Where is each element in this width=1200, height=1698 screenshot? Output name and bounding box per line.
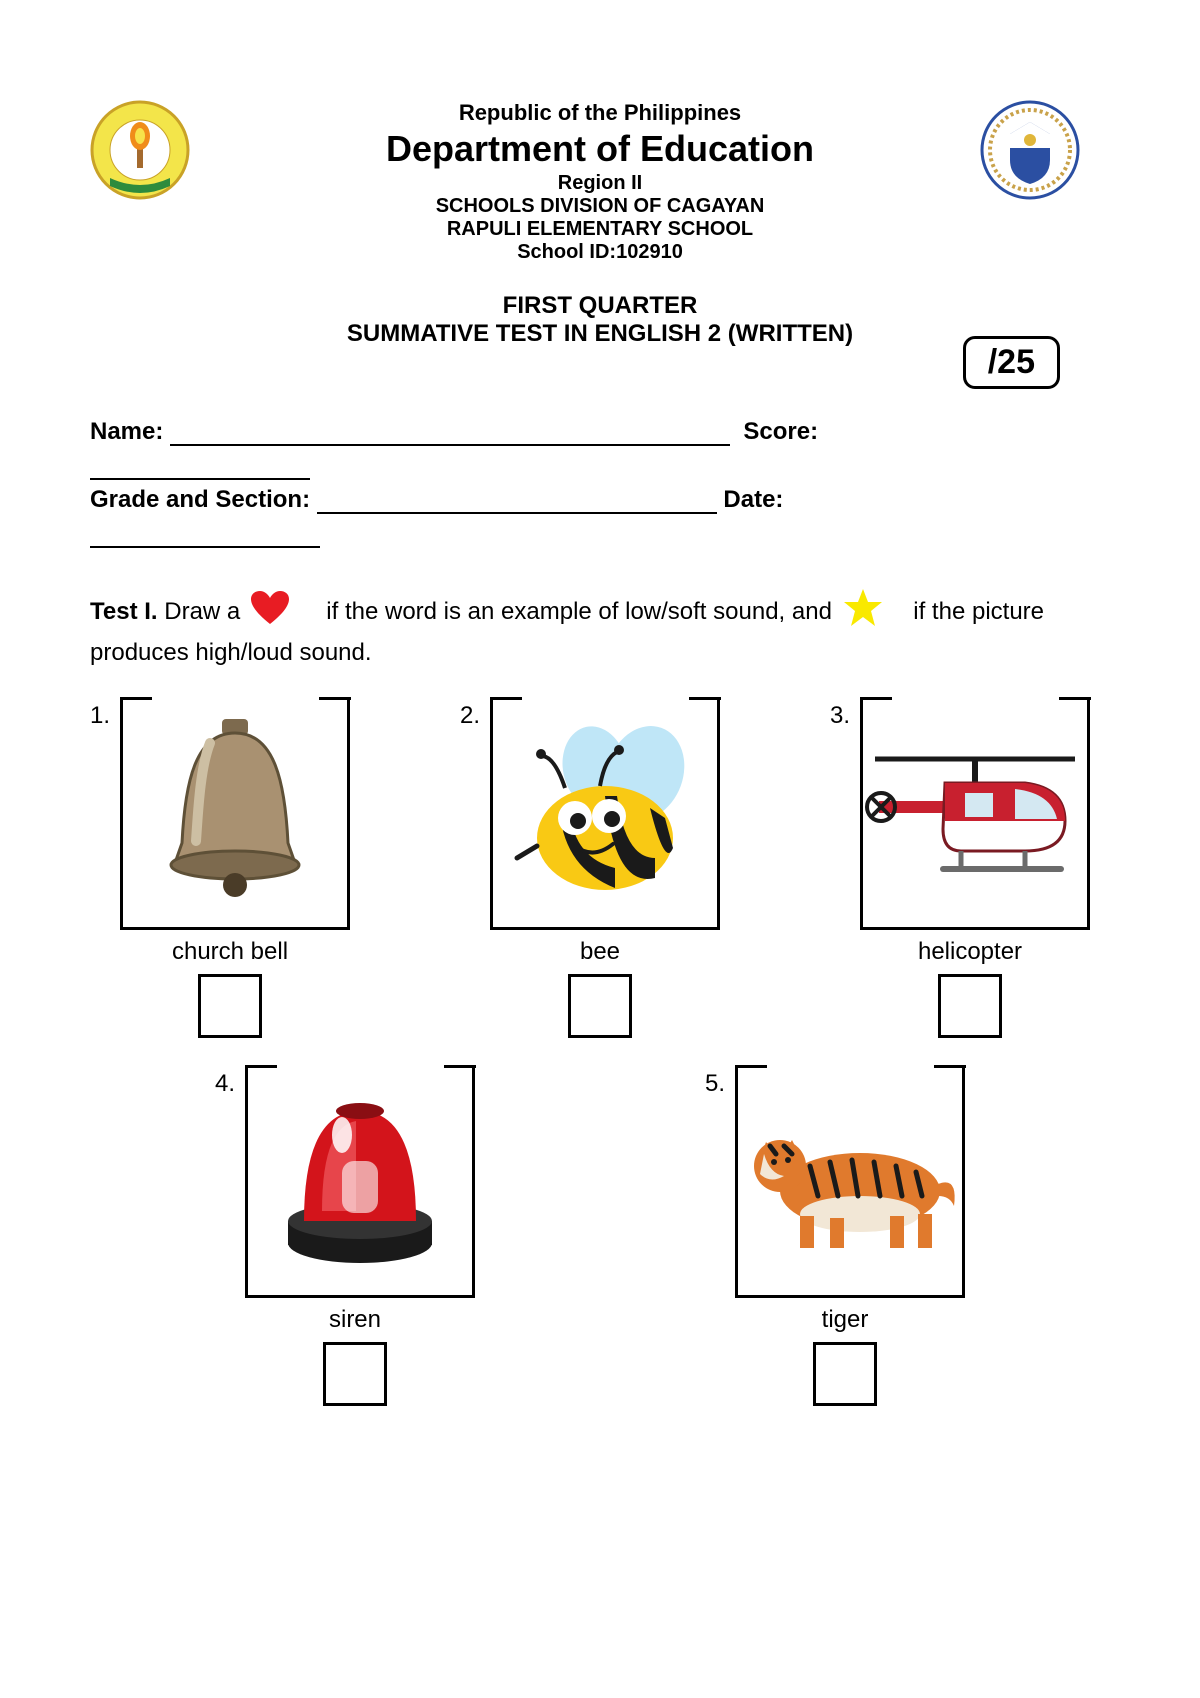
item-1: 1. church bell: [90, 700, 370, 1038]
bell-icon: [140, 713, 330, 913]
star-icon: [843, 588, 883, 637]
score-blank[interactable]: [90, 454, 310, 480]
document-header: Republic of the Philippines Department o…: [90, 100, 1110, 264]
grade-label: Grade and Section: [90, 486, 302, 513]
item-3-frame: [860, 700, 1090, 930]
student-fields: Name: Score: Grade and Section: Date:: [90, 418, 1110, 548]
header-region: Region II: [386, 172, 814, 195]
items-row-2: 4. siren 5.: [90, 1068, 1110, 1406]
item-2-number: 2.: [460, 700, 490, 930]
name-row: Name: Score:: [90, 418, 1110, 446]
deped-logo-right: [980, 100, 1080, 205]
item-4-frame: [245, 1068, 475, 1298]
item-3-label: helicopter: [918, 938, 1022, 966]
item-3-number: 3.: [830, 700, 860, 930]
item-4-label: siren: [329, 1306, 381, 1334]
instr-part1: Draw a: [164, 598, 240, 625]
header-text-block: Republic of the Philippines Department o…: [386, 100, 814, 264]
item-5-number: 5.: [705, 1068, 735, 1298]
header-school: RAPULI ELEMENTARY SCHOOL: [386, 218, 814, 241]
item-5-frame: [735, 1068, 965, 1298]
item-2-frame: [490, 700, 720, 930]
test1-instructions: Test I. Draw a if the word is an example…: [90, 588, 1110, 670]
item-2-answer-box[interactable]: [568, 974, 632, 1038]
item-3: 3. helicopter: [830, 700, 1110, 1038]
item-4-number: 4.: [215, 1068, 245, 1298]
title-block: FIRST QUARTER SUMMATIVE TEST IN ENGLISH …: [90, 292, 1110, 348]
item-4: 4. siren: [215, 1068, 495, 1406]
header-dept: Department of Education: [386, 128, 814, 170]
header-country: Republic of the Philippines: [386, 100, 814, 126]
score-box: /25: [963, 336, 1060, 389]
item-2-label: bee: [580, 938, 620, 966]
score-total: /25: [988, 343, 1035, 381]
test1-prefix: Test I.: [90, 598, 158, 625]
item-1-label: church bell: [172, 938, 288, 966]
items-row-1: 1. church bell 2.: [90, 700, 1110, 1038]
name-label: Name:: [90, 418, 163, 445]
item-2: 2.: [460, 700, 740, 1038]
header-schoolid: School ID:102910: [386, 241, 814, 264]
grade-row: Grade and Section: Date:: [90, 486, 1110, 514]
item-1-frame: [120, 700, 350, 930]
school-logo-left: [90, 100, 190, 205]
date-blank[interactable]: [90, 522, 320, 548]
bee-icon: [505, 718, 705, 908]
header-division: SCHOOLS DIVISION OF CAGAYAN: [386, 195, 814, 218]
item-5-answer-box[interactable]: [813, 1342, 877, 1406]
test-title: SUMMATIVE TEST IN ENGLISH 2 (WRITTEN): [90, 320, 1110, 348]
quarter-title: FIRST QUARTER: [90, 292, 1110, 320]
item-1-answer-box[interactable]: [198, 974, 262, 1038]
item-4-answer-box[interactable]: [323, 1342, 387, 1406]
date-label: Date:: [723, 486, 783, 513]
item-1-number: 1.: [90, 700, 120, 930]
item-5-label: tiger: [822, 1306, 869, 1334]
siren-icon: [270, 1081, 450, 1281]
heart-icon: [251, 591, 289, 634]
item-3-answer-box[interactable]: [938, 974, 1002, 1038]
score-label: Score:: [743, 418, 818, 445]
item-5: 5.: [705, 1068, 985, 1406]
name-blank[interactable]: [170, 420, 730, 446]
tiger-icon: [740, 1096, 960, 1266]
grade-blank[interactable]: [317, 488, 717, 514]
helicopter-icon: [865, 733, 1085, 893]
instr-part2: if the word is an example of low/soft so…: [326, 598, 832, 625]
